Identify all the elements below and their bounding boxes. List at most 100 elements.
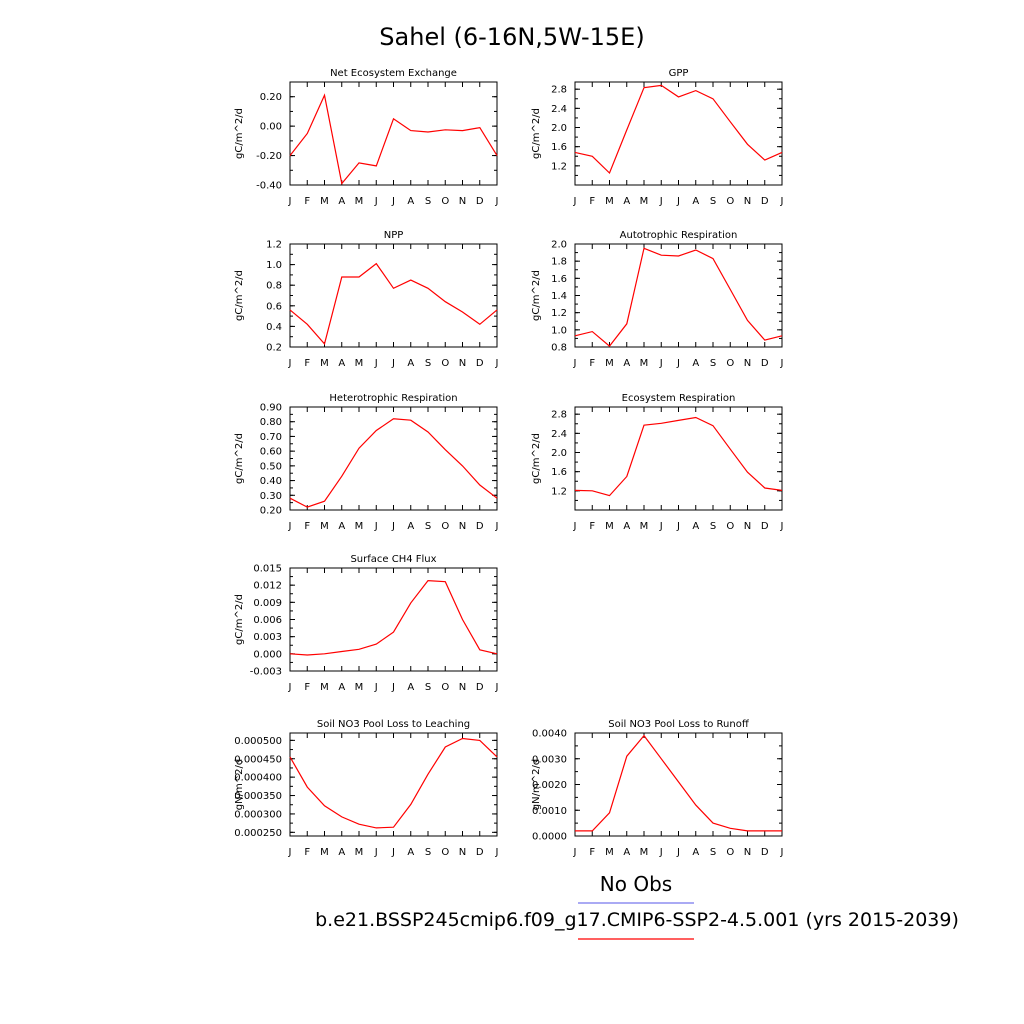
- x-tick-label: J: [391, 847, 395, 858]
- x-tick-label: D: [761, 358, 769, 369]
- y-tick-label: 1.2: [551, 486, 567, 497]
- x-tick-label: J: [780, 358, 784, 369]
- x-tick-label: J: [676, 358, 680, 369]
- y-tick-label: 0.40: [260, 476, 282, 487]
- x-tick-label: D: [761, 847, 769, 858]
- x-tick-label: J: [495, 847, 499, 858]
- x-tick-label: J: [780, 847, 784, 858]
- y-tick-label: 0.009: [253, 598, 282, 609]
- chart-title: Autotrophic Respiration: [620, 230, 738, 241]
- x-tick-label: J: [573, 847, 577, 858]
- plot-frame: [289, 81, 498, 186]
- y-tick-label: 2.8: [551, 85, 567, 96]
- y-tick-label: 0.0000: [532, 832, 567, 843]
- y-tick-label: 1.4: [551, 291, 567, 302]
- series-line: [575, 734, 782, 832]
- x-tick-label: J: [288, 521, 292, 532]
- x-tick-label: F: [304, 196, 310, 207]
- x-tick-label: A: [692, 521, 699, 532]
- y-tick-label: 0.000300: [234, 809, 282, 820]
- y-axis-label: gC/m^2/d: [234, 433, 245, 484]
- y-tick-label: 0.60: [260, 447, 282, 458]
- x-tick-label: M: [320, 521, 329, 532]
- x-tick-label: J: [391, 521, 395, 532]
- x-tick-label: O: [726, 847, 734, 858]
- legend-model-label: b.e21.BSSP245cmip6.f09_g17.CMIP6-SSP2-4.…: [315, 909, 959, 931]
- y-tick-label: 0.80: [260, 417, 282, 428]
- x-tick-label: O: [726, 521, 734, 532]
- x-tick-label: M: [355, 682, 364, 693]
- series-line: [289, 737, 498, 829]
- x-tick-label: N: [459, 358, 466, 369]
- x-tick-label: A: [407, 521, 414, 532]
- y-axis-label: gN/m^2/d: [234, 759, 245, 810]
- x-tick-label: A: [623, 358, 630, 369]
- x-tick-label: F: [304, 358, 310, 369]
- x-tick-label: M: [355, 196, 364, 207]
- series-line: [289, 418, 498, 508]
- y-tick-label: 0.8: [551, 343, 567, 354]
- chart-soil-no3-pool-loss-to-leaching: Soil NO3 Pool Loss to Leaching gN/m^2/d J F…: [234, 719, 498, 858]
- y-tick-label: 1.6: [551, 274, 567, 285]
- x-tick-label: J: [391, 358, 395, 369]
- plot-frame: [289, 406, 498, 511]
- x-tick-label: S: [425, 196, 431, 207]
- x-tick-label: S: [425, 682, 431, 693]
- y-tick-label: 2.4: [551, 104, 567, 115]
- x-tick-label: J: [659, 358, 663, 369]
- x-tick-label: N: [459, 521, 466, 532]
- x-tick-label: M: [320, 847, 329, 858]
- x-tick-label: F: [304, 847, 310, 858]
- y-tick-label: 0.0030: [532, 754, 567, 765]
- x-tick-label: J: [676, 521, 680, 532]
- x-tick-label: M: [640, 196, 649, 207]
- x-tick-label: J: [374, 358, 378, 369]
- x-tick-label: M: [605, 521, 614, 532]
- y-tick-label: 0.50: [260, 461, 282, 472]
- x-tick-label: N: [459, 196, 466, 207]
- chart-title: NPP: [384, 230, 404, 241]
- x-tick-label: A: [338, 682, 345, 693]
- x-tick-label: N: [459, 847, 466, 858]
- y-tick-label: -0.003: [250, 667, 282, 678]
- y-tick-label: 0.8: [266, 281, 282, 292]
- x-tick-label: F: [589, 847, 595, 858]
- x-tick-label: D: [761, 521, 769, 532]
- y-tick-label: 0.000: [253, 649, 282, 660]
- y-tick-label: -0.40: [256, 181, 282, 192]
- y-tick-label: 2.0: [551, 123, 567, 134]
- y-tick-label: 0.0020: [532, 780, 567, 791]
- y-tick-label: 2.0: [551, 448, 567, 459]
- x-tick-label: S: [710, 196, 716, 207]
- series-line: [289, 262, 498, 346]
- chart-title: Soil NO3 Pool Loss to Runoff: [608, 719, 750, 730]
- x-tick-label: J: [573, 358, 577, 369]
- x-tick-label: M: [605, 196, 614, 207]
- x-tick-label: A: [338, 358, 345, 369]
- x-tick-label: D: [476, 682, 484, 693]
- series-line: [289, 579, 498, 656]
- y-tick-label: 0.30: [260, 491, 282, 502]
- chart-title: Surface CH4 Flux: [350, 554, 436, 565]
- x-tick-label: S: [425, 521, 431, 532]
- x-tick-label: M: [640, 521, 649, 532]
- x-tick-label: O: [441, 196, 449, 207]
- x-tick-label: J: [495, 682, 499, 693]
- x-tick-label: A: [407, 358, 414, 369]
- y-tick-label: 0.012: [253, 581, 282, 592]
- x-tick-label: M: [355, 847, 364, 858]
- x-tick-label: J: [573, 521, 577, 532]
- x-tick-label: J: [573, 196, 577, 207]
- y-tick-label: 1.2: [266, 240, 282, 251]
- x-tick-label: F: [589, 521, 595, 532]
- y-tick-label: 1.8: [551, 257, 567, 268]
- y-tick-label: 0.000350: [234, 791, 282, 802]
- chart-title: GPP: [669, 68, 689, 79]
